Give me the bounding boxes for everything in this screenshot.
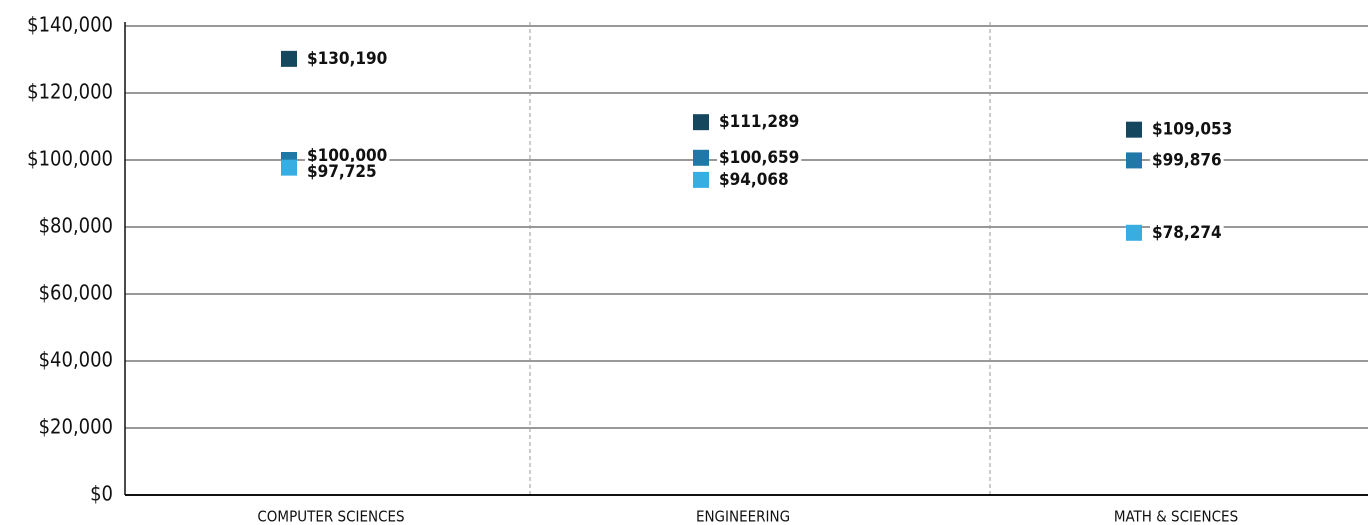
y-tick-label: $40,000 — [39, 348, 113, 372]
label-bg — [717, 147, 802, 168]
label-bg — [717, 169, 791, 190]
y-tick-label: $20,000 — [39, 415, 113, 439]
y-tick-label: $140,000 — [27, 13, 113, 37]
label-bg — [1150, 222, 1224, 243]
label-bg — [1150, 150, 1224, 171]
marker — [693, 114, 709, 131]
x-tick-label: COMPUTER SCIENCES — [257, 508, 404, 525]
value-label: $99,876 — [1152, 150, 1222, 170]
label-bg — [305, 145, 390, 166]
y-tick-label: $100,000 — [27, 147, 113, 171]
y-tick-label: $80,000 — [39, 214, 113, 238]
value-label: $130,190 — [307, 49, 387, 69]
marker — [693, 171, 709, 188]
marker — [693, 149, 709, 166]
x-tick-label: ENGINEERING — [696, 508, 790, 525]
marker — [1126, 152, 1142, 169]
marker — [1126, 224, 1142, 241]
value-label: $97,725 — [307, 162, 377, 182]
value-label: $100,000 — [307, 146, 387, 166]
y-tick-label: $120,000 — [27, 80, 113, 104]
value-label: $78,274 — [1152, 223, 1222, 243]
value-label: $111,289 — [719, 112, 799, 132]
value-label: $109,053 — [1152, 120, 1232, 140]
marker — [281, 159, 297, 176]
y-tick-label: $60,000 — [39, 281, 113, 305]
label-bg — [1150, 119, 1235, 140]
label-bg — [717, 112, 802, 133]
x-tick-label: MATH & SCIENCES — [1114, 508, 1238, 525]
label-bg — [305, 48, 390, 69]
label-bg — [305, 161, 379, 182]
value-label: $100,659 — [719, 148, 799, 168]
value-label: $94,068 — [719, 170, 789, 190]
marker — [1126, 121, 1142, 138]
y-tick-label: $0 — [90, 482, 113, 506]
marker — [281, 50, 297, 67]
